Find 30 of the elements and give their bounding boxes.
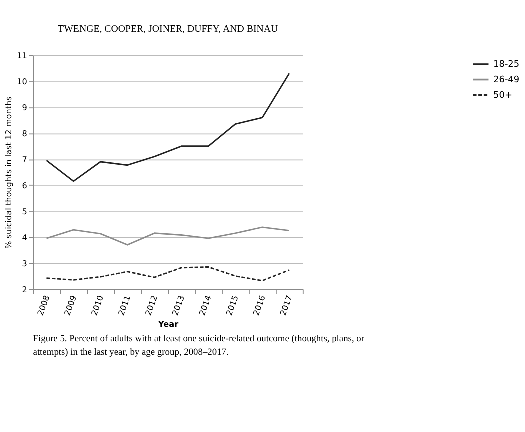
x-tick-label: 2008 bbox=[35, 294, 52, 317]
y-axis-title: % suicidal thoughts in last 12 months bbox=[4, 96, 14, 249]
y-tick-label: 7 bbox=[22, 154, 28, 165]
x-tick-label: 2015 bbox=[224, 294, 240, 317]
line-series bbox=[46, 226, 290, 246]
y-tick-label: 10 bbox=[17, 76, 28, 87]
x-tick-label: 2009 bbox=[62, 294, 79, 317]
y-tick-label: 8 bbox=[22, 128, 28, 139]
x-tick-label: 2013 bbox=[170, 294, 186, 317]
y-tick-label: 2 bbox=[22, 284, 28, 294]
line-series bbox=[46, 266, 290, 282]
caption: Figure 5. Percent of adults with at least one suicide-related outcome (thoughts, plans, or attempts) in the last year, by age group, 2008–2017. bbox=[33, 334, 366, 358]
x-tick-label: 2017 bbox=[278, 294, 294, 317]
y-tick-label: 4 bbox=[22, 232, 28, 242]
legend-label: 26-49 bbox=[494, 75, 520, 86]
legend-label: 50+ bbox=[494, 90, 512, 101]
x-tick-label: 2011 bbox=[116, 294, 133, 317]
x-tick-label: 2014 bbox=[196, 294, 214, 317]
x-tick-label: 2016 bbox=[250, 294, 268, 317]
y-tick-label: 11 bbox=[17, 50, 28, 61]
chart-title: TWENGE, COOPER, JOINER, DUFFY, AND BINAU bbox=[58, 24, 278, 36]
x-tick-label: 2012 bbox=[143, 294, 160, 317]
y-tick-label: 3 bbox=[22, 258, 28, 268]
y-tick-label: 5 bbox=[22, 206, 28, 216]
y-tick-label: 9 bbox=[22, 102, 28, 113]
line-series bbox=[46, 72, 290, 182]
y-tick-label: 6 bbox=[22, 180, 28, 191]
x-tick-label: 2010 bbox=[89, 294, 106, 317]
x-axis-title: Year bbox=[158, 318, 179, 329]
legend-label: 18-25 bbox=[494, 60, 520, 70]
